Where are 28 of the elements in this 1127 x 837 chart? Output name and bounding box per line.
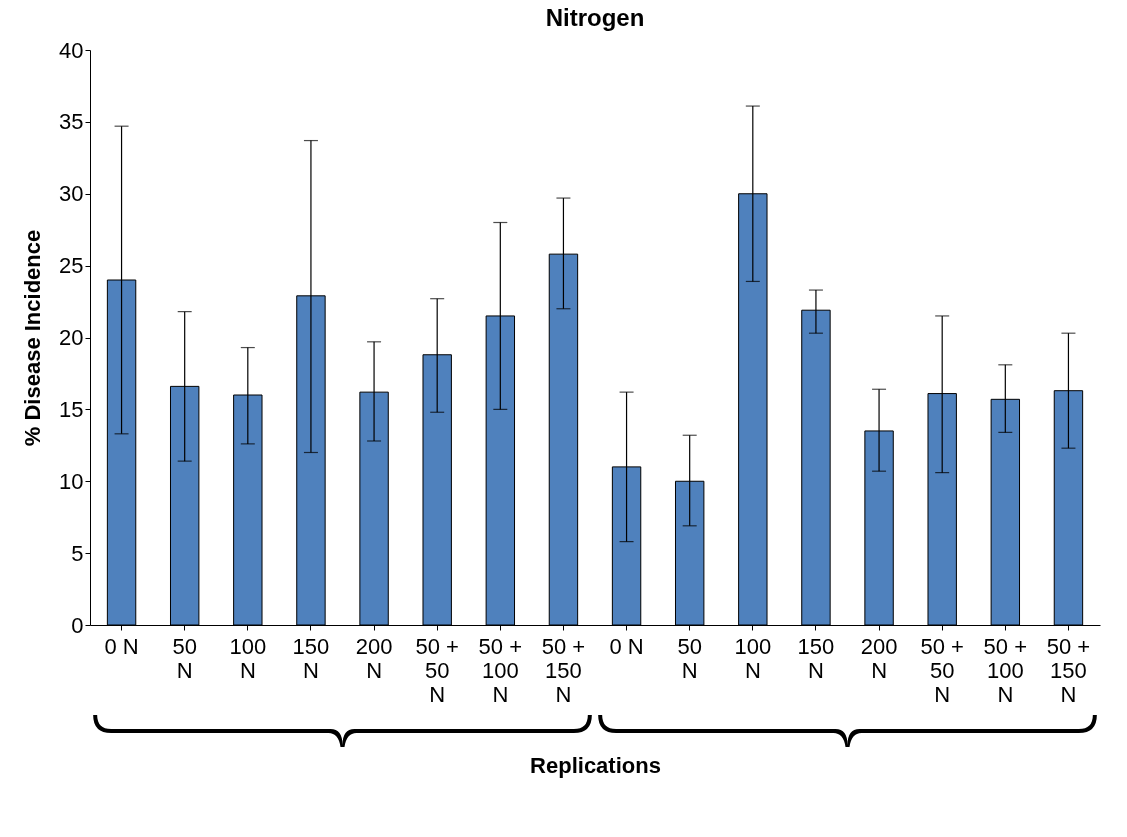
y-tick-label: 25: [59, 253, 84, 279]
x-tick-label: 150 N: [292, 633, 330, 683]
y-tick-label: 0: [71, 612, 84, 638]
x-tick-label: 50 + 150 N: [1046, 633, 1091, 707]
x-tick-label: 0 N: [104, 633, 139, 659]
x-tick-label: 50 + 100 N: [478, 633, 523, 707]
x-axis-title: Replications: [530, 752, 661, 778]
x-tick-label: 50 N: [677, 633, 702, 683]
x-tick-label: 150 N: [797, 633, 835, 683]
chart-title: Nitrogen: [545, 4, 645, 31]
x-tick-label: 50 + 50 N: [920, 633, 964, 707]
y-tick-label: 5: [71, 540, 84, 566]
y-tick-label: 30: [59, 181, 84, 207]
x-tick-label: 50 + 150 N: [541, 633, 586, 707]
x-tick-label: 0 N: [609, 633, 644, 659]
x-tick-label: 100 N: [734, 633, 772, 683]
x-tick-label: 50 N: [172, 633, 197, 683]
x-tick-label: 200 N: [860, 633, 898, 683]
y-tick-label: 40: [59, 37, 84, 63]
y-tick-label: 10: [59, 468, 84, 494]
x-tick-label: 100 N: [229, 633, 267, 683]
x-tick-label: 50 + 100 N: [983, 633, 1028, 707]
y-tick-label: 35: [59, 109, 84, 135]
y-axis-title: % Disease Incidence: [20, 229, 46, 447]
x-tick-label: 50 + 50 N: [415, 633, 459, 707]
y-tick-label: 15: [59, 396, 84, 422]
y-tick-label: 20: [59, 325, 84, 350]
x-tick-label: 200 N: [355, 633, 393, 683]
